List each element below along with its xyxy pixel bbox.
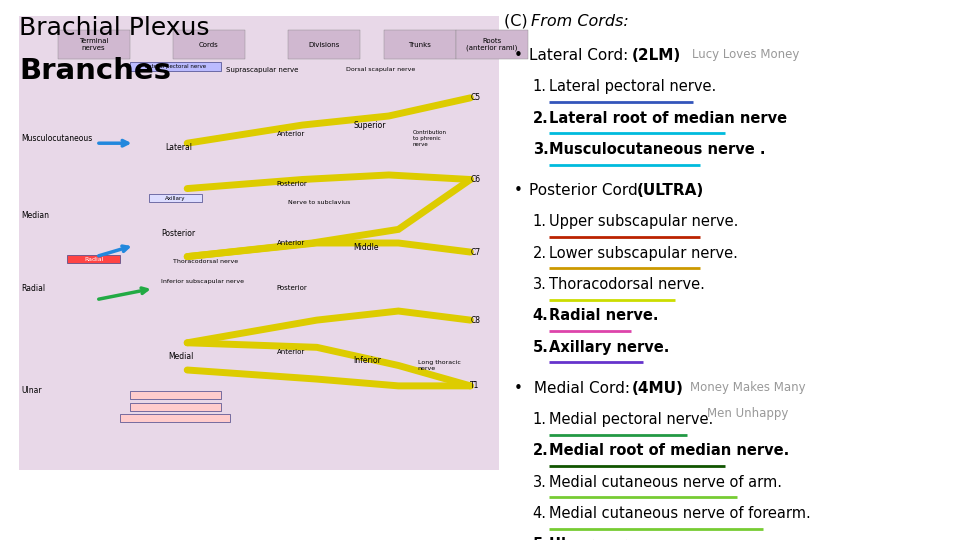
- Text: Anterior: Anterior: [276, 131, 304, 137]
- Text: Suprascapular nerve: Suprascapular nerve: [226, 67, 298, 73]
- Text: Divisions: Divisions: [308, 42, 340, 48]
- Text: (ULTRA): (ULTRA): [636, 183, 704, 198]
- Text: 1.: 1.: [533, 79, 547, 94]
- Bar: [384, 30, 456, 59]
- Text: Terminal
nerves: Terminal nerves: [79, 38, 108, 51]
- Bar: [19, 16, 499, 470]
- Text: 2.: 2.: [533, 443, 548, 458]
- Text: Long thoracic
nerve: Long thoracic nerve: [418, 360, 461, 371]
- Text: Brachial Plexus: Brachial Plexus: [19, 16, 209, 40]
- Text: Lower subscapular nerve.: Lower subscapular nerve.: [549, 246, 738, 261]
- Bar: [173, 30, 245, 59]
- Bar: [67, 255, 120, 264]
- Text: Inferior subscapular nerve: Inferior subscapular nerve: [161, 279, 244, 284]
- Bar: [288, 30, 360, 59]
- Text: Upper subscapular nerve.: Upper subscapular nerve.: [549, 214, 738, 230]
- Bar: [456, 30, 528, 59]
- Text: Men Unhappy: Men Unhappy: [707, 407, 788, 420]
- Text: C7: C7: [470, 247, 481, 256]
- Bar: [149, 194, 202, 202]
- Text: Lateral Cord:: Lateral Cord:: [529, 48, 638, 63]
- Text: 3.: 3.: [533, 142, 548, 157]
- Text: Money Makes Many: Money Makes Many: [690, 381, 805, 394]
- Text: 2.: 2.: [533, 111, 548, 126]
- Text: Medial: Medial: [168, 352, 193, 361]
- Text: 5.: 5.: [533, 537, 549, 540]
- Text: Trunks: Trunks: [409, 42, 431, 48]
- Text: Medial cutaneous nerve of arm.: Medial cutaneous nerve of arm.: [549, 475, 782, 490]
- Text: Cords: Cords: [199, 42, 219, 48]
- Text: Musculocutaneous: Musculocutaneous: [21, 134, 92, 143]
- Text: Ulnar nerve.: Ulnar nerve.: [549, 537, 652, 540]
- Text: 3.: 3.: [533, 475, 546, 490]
- Text: Radial: Radial: [84, 257, 104, 262]
- Text: 4.: 4.: [533, 308, 548, 323]
- Text: 3.: 3.: [533, 277, 546, 292]
- Text: Thoracodorsal nerve: Thoracodorsal nerve: [173, 259, 238, 264]
- Text: Lucy Loves Money: Lucy Loves Money: [692, 48, 800, 61]
- Text: Posterior: Posterior: [276, 285, 307, 292]
- Text: Lateral pectoral nerve.: Lateral pectoral nerve.: [549, 79, 716, 94]
- Text: Anterior: Anterior: [276, 240, 304, 246]
- Text: Medial Cord:: Medial Cord:: [529, 381, 635, 396]
- Text: Ulnar: Ulnar: [21, 386, 41, 395]
- Text: Lateral pectoral nerve: Lateral pectoral nerve: [145, 64, 205, 69]
- Text: •: •: [514, 48, 522, 63]
- Bar: [130, 63, 221, 71]
- Text: Medial root of median nerve.: Medial root of median nerve.: [549, 443, 789, 458]
- Text: 4.: 4.: [533, 506, 547, 521]
- Text: Posterior Cord:: Posterior Cord:: [529, 183, 648, 198]
- Text: Middle: Middle: [353, 243, 379, 252]
- Text: •: •: [514, 183, 522, 198]
- Text: Roots
(anterior rami): Roots (anterior rami): [467, 38, 517, 51]
- Text: Posterior: Posterior: [276, 181, 307, 187]
- Text: Axillary: Axillary: [165, 195, 185, 200]
- Text: From Cords:: From Cords:: [531, 14, 629, 29]
- Text: Axillary nerve.: Axillary nerve.: [549, 340, 669, 355]
- Text: Posterior: Posterior: [161, 230, 196, 239]
- Bar: [58, 30, 130, 59]
- Text: (2LM): (2LM): [632, 48, 681, 63]
- Text: 2.: 2.: [533, 246, 547, 261]
- Text: Branches: Branches: [19, 57, 171, 85]
- Text: 1.: 1.: [533, 214, 547, 230]
- Text: T1: T1: [470, 381, 480, 390]
- Text: C6: C6: [470, 175, 481, 184]
- Text: Median: Median: [21, 211, 49, 220]
- Text: 1.: 1.: [533, 412, 547, 427]
- Text: (C): (C): [504, 14, 533, 29]
- Text: Inferior: Inferior: [353, 356, 381, 366]
- Text: Nerve to subclavius: Nerve to subclavius: [288, 200, 350, 205]
- Text: Thoracodorsal nerve.: Thoracodorsal nerve.: [549, 277, 705, 292]
- Text: Superior: Superior: [353, 120, 386, 130]
- Text: C5: C5: [470, 93, 481, 103]
- Text: (4MU): (4MU): [632, 381, 684, 396]
- Text: Anterior: Anterior: [276, 349, 304, 355]
- Text: Radial: Radial: [21, 284, 45, 293]
- Text: 5.: 5.: [533, 340, 549, 355]
- Bar: [130, 392, 221, 400]
- Text: Radial nerve.: Radial nerve.: [549, 308, 659, 323]
- Text: Contribution
to phrenic
nerve: Contribution to phrenic nerve: [413, 130, 446, 147]
- Text: Medial pectoral nerve.: Medial pectoral nerve.: [549, 412, 713, 427]
- Text: Lateral: Lateral: [165, 143, 192, 152]
- Text: C8: C8: [470, 315, 480, 325]
- Text: Musculocutaneous nerve .: Musculocutaneous nerve .: [549, 142, 766, 157]
- Text: Lateral root of median nerve: Lateral root of median nerve: [549, 111, 787, 126]
- Bar: [120, 414, 230, 422]
- Text: Medial cutaneous nerve of forearm.: Medial cutaneous nerve of forearm.: [549, 506, 811, 521]
- Text: •: •: [514, 381, 522, 396]
- Bar: [130, 403, 221, 411]
- Text: Dorsal scapular nerve: Dorsal scapular nerve: [346, 67, 415, 72]
